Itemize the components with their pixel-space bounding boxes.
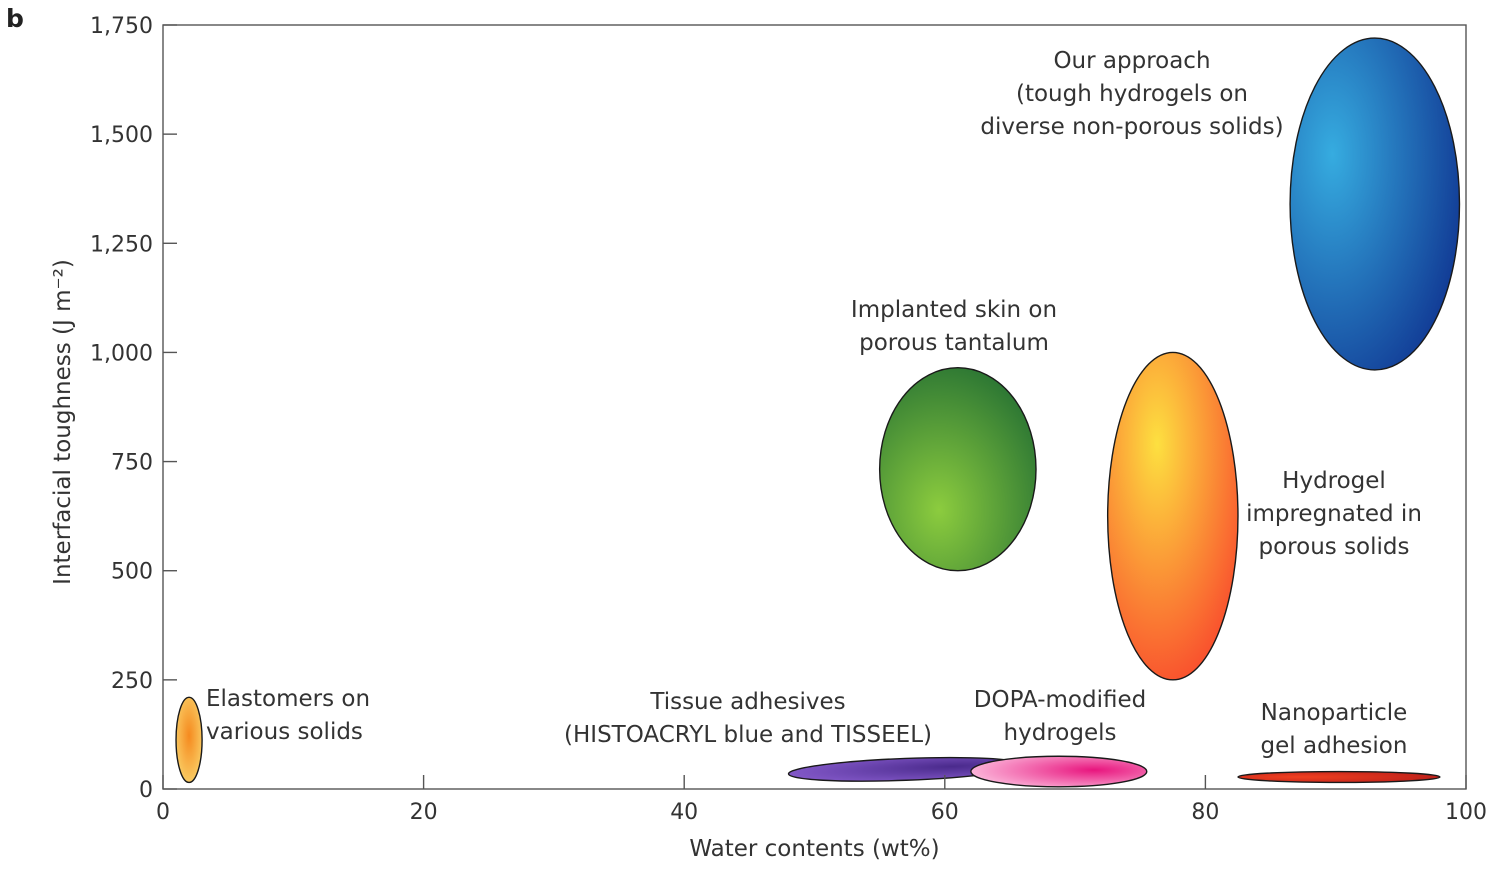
region-label-line: Tissue adhesives xyxy=(649,689,845,715)
region-label-line: DOPA-modified xyxy=(974,687,1146,713)
region-label: Nanoparticle gel adhesion xyxy=(1261,700,1408,759)
region-label: Our approach (tough hydrogels on diverse n… xyxy=(980,48,1283,140)
regions-layer xyxy=(175,37,1461,788)
region-label-line: (tough hydrogels on xyxy=(1016,81,1248,107)
y-tick-label: 1,750 xyxy=(90,14,153,39)
region-label: Elastomers on various solids xyxy=(206,686,370,745)
region-label-line: Hydrogel xyxy=(1282,468,1386,494)
region-label: Hydrogel impregnated in porous solids xyxy=(1246,468,1422,560)
region-label-line: diverse non-porous solids) xyxy=(980,114,1283,140)
y-tick-label: 750 xyxy=(111,451,153,476)
y-tick-label: 1,000 xyxy=(90,341,153,366)
x-tick-label: 40 xyxy=(670,800,698,825)
region-ellipse xyxy=(1106,351,1239,681)
region-label-line: porous solids xyxy=(1259,534,1410,560)
x-axis-title: Water contents (wt%) xyxy=(689,836,939,862)
y-tick-label: 500 xyxy=(111,560,153,585)
region-ellipse xyxy=(1237,770,1441,784)
region-label-line: impregnated in xyxy=(1246,501,1422,527)
region-label-line: Elastomers on xyxy=(206,686,370,712)
region-label-line: hydrogels xyxy=(1004,720,1117,746)
region-label-line: (HISTOACRYL blue and TISSEEL) xyxy=(564,722,932,748)
region-ellipse xyxy=(175,696,203,784)
region-label-line: porous tantalum xyxy=(859,330,1049,356)
ticks-layer: 0 20 40 60 80 100 0 250 500 750 1,000 1,250 1,500 1,7… xyxy=(90,14,1487,825)
region-label-line: gel adhesion xyxy=(1261,733,1408,759)
region-label: DOPA-modified hydrogels xyxy=(974,687,1146,746)
x-tick-label: 20 xyxy=(410,800,438,825)
region-ellipse xyxy=(1289,37,1461,371)
y-tick-label: 1,250 xyxy=(90,232,153,257)
region-label-line: various solids xyxy=(206,719,363,745)
x-tick-label: 0 xyxy=(156,800,170,825)
y-tick-label: 250 xyxy=(111,669,153,694)
y-axis-title: Interfacial toughness (J m⁻²) xyxy=(50,259,76,585)
x-tick-label: 100 xyxy=(1445,800,1487,825)
plot-frame xyxy=(162,24,1467,790)
y-tick-label: 1,500 xyxy=(90,123,153,148)
region-ellipse xyxy=(878,367,1037,572)
region-label-line: Our approach xyxy=(1053,48,1210,74)
y-tick-label: 0 xyxy=(139,778,153,803)
region-ellipse xyxy=(970,755,1148,788)
region-label: Tissue adhesives (HISTOACRYL blue and TIS… xyxy=(564,689,932,748)
region-label: Implanted skin on porous tantalum xyxy=(851,297,1057,356)
x-tick-label: 60 xyxy=(931,800,959,825)
x-tick-label: 80 xyxy=(1191,800,1219,825)
region-label-line: Nanoparticle xyxy=(1261,700,1408,726)
labels-layer: Elastomers on various solids Tissue adhesi… xyxy=(206,48,1422,759)
panel-label: b xyxy=(6,4,24,33)
region-label-line: Implanted skin on xyxy=(851,297,1057,323)
